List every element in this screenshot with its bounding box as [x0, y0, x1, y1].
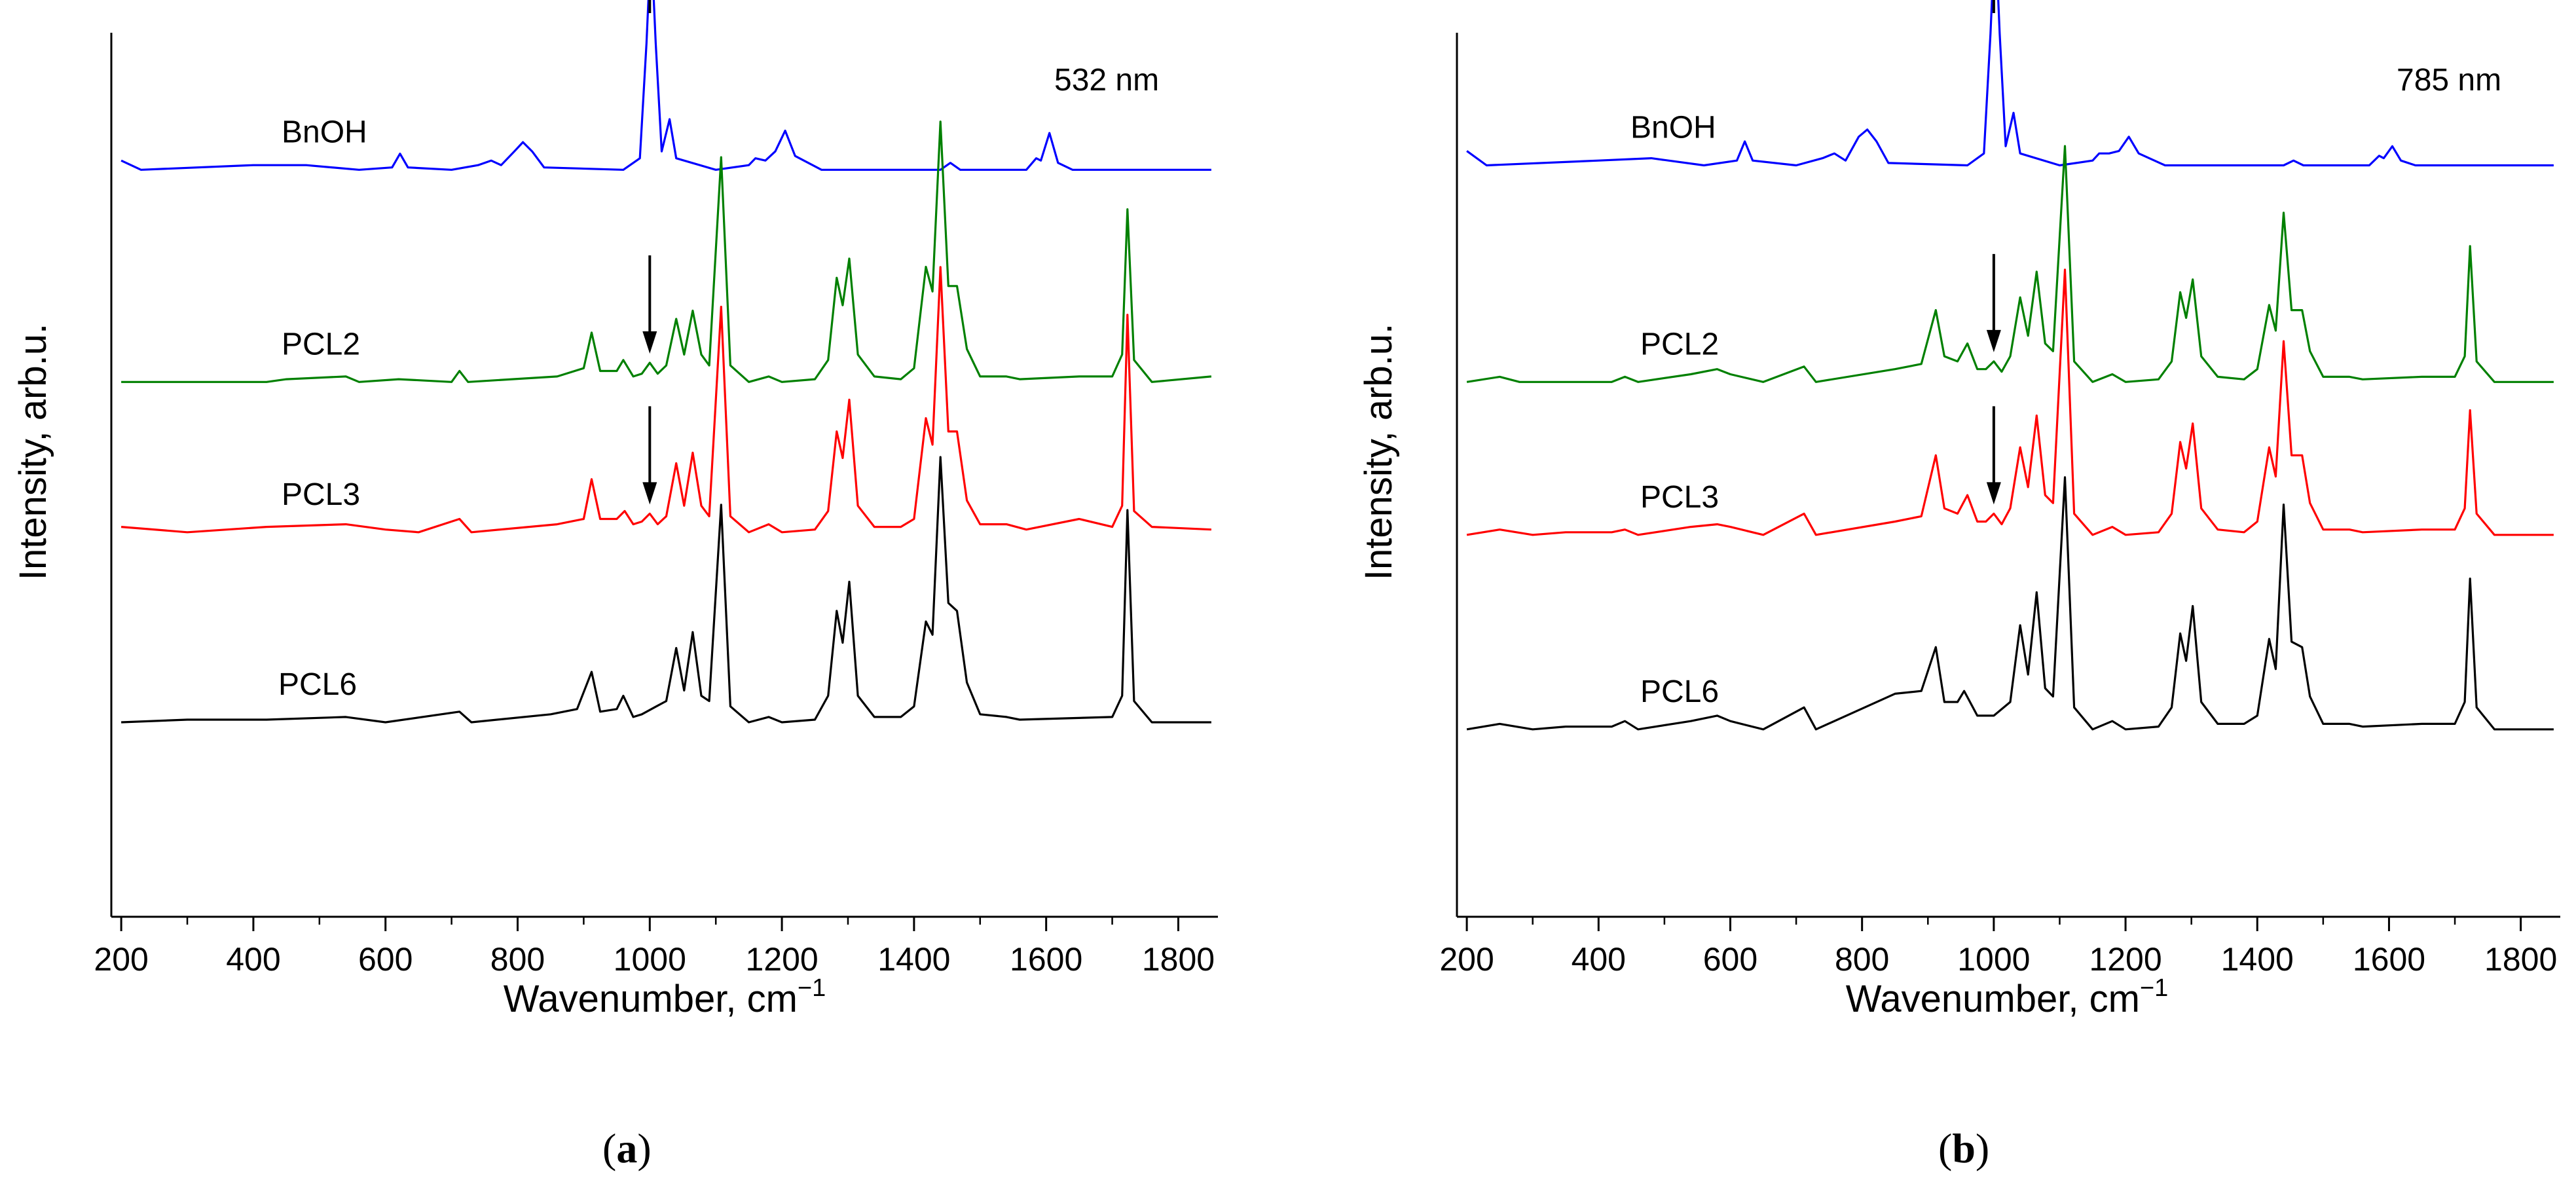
x-axis-title: Wavenumber, cm−1 [1846, 974, 2168, 1020]
series-line-pcl6 [1466, 476, 2554, 731]
series-line-pcl3 [120, 266, 1211, 534]
band-arrow [1986, 253, 2001, 352]
series-line-bnoh [1466, 0, 2554, 167]
x-tick-label: 1600 [2353, 941, 2425, 978]
x-axis-title: Wavenumber, cm−1 [504, 974, 826, 1020]
x-tick-label: 800 [1835, 941, 1889, 978]
band-arrow [1986, 406, 2001, 505]
x-ticks [120, 917, 1179, 931]
x-tick-label: 600 [1703, 941, 1757, 978]
x-tick-label: 1200 [2089, 941, 2162, 978]
panel-b: Intensity, arb.u. 200 400 600 800 1000 1200 14… [1357, 0, 2560, 1171]
x-tick-labels: 200 400 600 800 1000 1200 1400 1600 1800 [1439, 941, 2557, 978]
y-axis-title: Intensity, arb.u. [12, 323, 54, 580]
x-tick-label: 400 [226, 941, 280, 978]
series-label-bnoh: BnOH [282, 115, 367, 149]
series-line-pcl6 [121, 456, 1211, 724]
x-tick-label: 400 [1572, 941, 1626, 978]
series-label-pcl3: PCL3 [282, 477, 360, 512]
x-tick-label: 200 [94, 941, 148, 978]
x-tick-label: 1400 [2221, 941, 2294, 978]
series-label-pcl2: PCL2 [282, 327, 360, 361]
series-label-pcl6: PCL6 [278, 667, 357, 702]
series-label-pcl2: PCL2 [1640, 327, 1719, 361]
x-tick-label: 1400 [877, 941, 950, 978]
series-line-pcl2 [121, 120, 1212, 383]
arrows [1986, 0, 2001, 505]
series-line-bnoh [120, 0, 1211, 171]
x-tick-label: 1800 [1142, 941, 1215, 978]
laser-annotation: 785 nm [2397, 63, 2501, 98]
x-tick-label: 200 [1439, 941, 1494, 978]
series-labels: BnOH PCL2 PCL3 PCL6 [278, 115, 367, 702]
series-line-pcl2 [1466, 145, 2554, 383]
series-group [120, 0, 1212, 724]
x-tick-label: 1600 [1010, 941, 1082, 978]
x-tick-label: 1200 [745, 941, 818, 978]
series-group [1466, 0, 2554, 731]
series-line-pcl3 [1466, 268, 2554, 536]
x-tick-label: 1000 [614, 941, 686, 978]
x-tick-labels: 200 400 600 800 1000 1200 1400 1600 1800 [94, 941, 1215, 978]
panel-a: Intensity, arb.u. 200 400 600 800 1000 1200 14… [12, 0, 1218, 1171]
y-axis-title: Intensity, arb.u. [1357, 323, 1400, 580]
laser-annotation: 532 nm [1054, 63, 1159, 98]
x-tick-label: 800 [490, 941, 545, 978]
band-arrow [642, 255, 657, 354]
panel-caption: (b) [1938, 1125, 1989, 1171]
arrows [642, 0, 657, 505]
panel-caption: (a) [602, 1125, 652, 1171]
x-tick-label: 1000 [1957, 941, 2030, 978]
band-arrow [642, 406, 657, 505]
x-ticks [1465, 917, 2522, 931]
x-tick-label: 1800 [2484, 941, 2557, 978]
series-label-pcl3: PCL3 [1640, 480, 1719, 515]
series-label-pcl6: PCL6 [1640, 674, 1719, 709]
series-label-bnoh: BnOH [1630, 111, 1716, 145]
series-labels: BnOH PCL2 PCL3 PCL6 [1630, 111, 1719, 709]
x-tick-label: 600 [358, 941, 413, 978]
